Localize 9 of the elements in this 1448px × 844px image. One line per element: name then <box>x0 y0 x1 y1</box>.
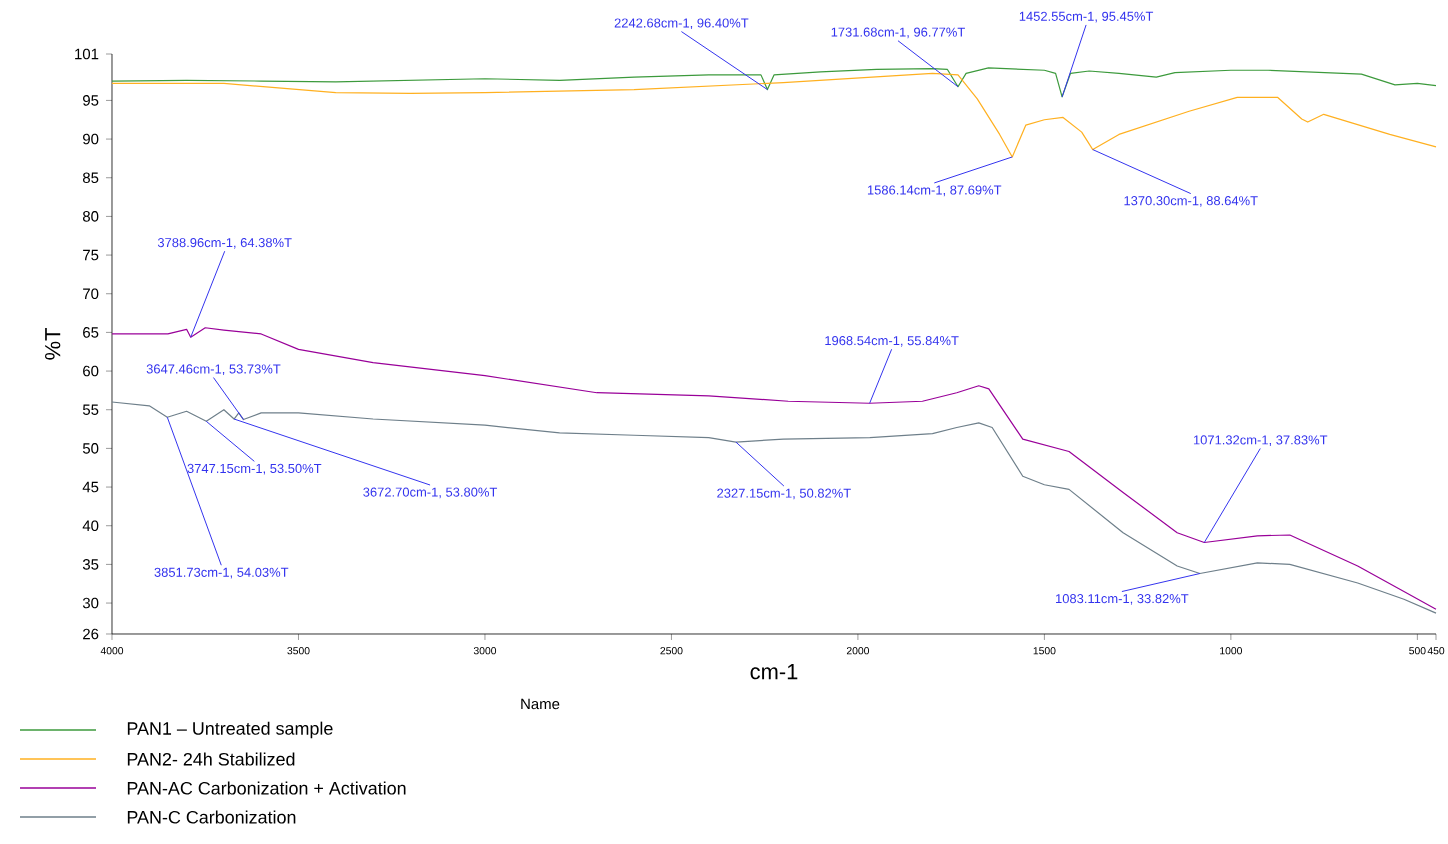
x-axis-title: cm-1 <box>750 664 798 680</box>
legend-label: PAN1 – Untreated sample <box>127 721 333 739</box>
legend-label: PAN-AC Carbonization + Activation <box>127 781 406 795</box>
line-series <box>111 327 1437 610</box>
line-series <box>111 72 1437 158</box>
legend-label: PAN2- 24h Stabilized <box>127 752 295 766</box>
line-series <box>111 401 1437 614</box>
legend-label: PAN-C Carbonization <box>127 810 296 824</box>
y-axis-title: %T <box>45 328 61 360</box>
